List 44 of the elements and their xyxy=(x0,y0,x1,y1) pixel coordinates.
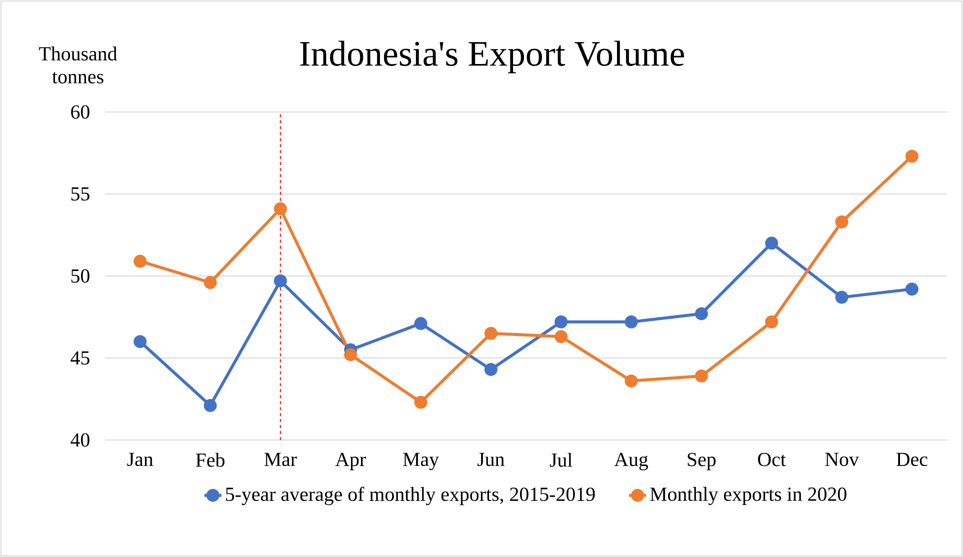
x-tick-label: Dec xyxy=(896,452,928,466)
point xyxy=(554,315,568,328)
point xyxy=(414,317,428,330)
x-tick-label: Mar xyxy=(264,452,297,466)
x-tick-label: Feb xyxy=(196,452,224,467)
point xyxy=(835,215,848,228)
point xyxy=(344,348,358,362)
legend-label: 5-year average of monthly exports, 2015-2019 xyxy=(226,486,595,506)
x-tick-label: Apr xyxy=(335,452,366,470)
point xyxy=(274,202,287,216)
point xyxy=(765,315,778,328)
point xyxy=(134,335,147,348)
point xyxy=(905,150,918,163)
point xyxy=(624,315,638,328)
point xyxy=(414,396,428,409)
x-tick-label: Oct xyxy=(758,452,786,466)
legend-label: Monthly exports in 2020 xyxy=(650,486,846,506)
y-tick-label: 60 xyxy=(71,105,90,119)
x-tick-label: Jun xyxy=(478,452,504,466)
point xyxy=(624,374,638,388)
x-tick-label: Nov xyxy=(825,452,859,466)
point xyxy=(694,307,708,320)
y-tick-label: 55 xyxy=(71,187,90,201)
point xyxy=(765,236,778,250)
y-tick-label: 40 xyxy=(70,433,90,447)
point xyxy=(484,362,498,376)
x-tick-label: Aug xyxy=(614,452,648,470)
point xyxy=(134,254,147,268)
y-tick-label: 50 xyxy=(71,269,90,283)
x-tick-label: Jan xyxy=(127,452,154,466)
point xyxy=(835,290,848,304)
x-tick-label: Jul xyxy=(550,452,572,467)
point xyxy=(554,330,568,344)
text: Thousand tonnes xyxy=(39,46,118,84)
point xyxy=(484,326,498,340)
point xyxy=(204,276,217,290)
chart-title: Indonesia's Export Volume xyxy=(300,40,684,74)
point xyxy=(204,399,217,412)
y-tick-label: 45 xyxy=(70,351,90,365)
point xyxy=(905,282,918,296)
x-tick-label: Sep xyxy=(688,452,716,470)
point xyxy=(274,274,287,288)
point xyxy=(694,370,708,383)
x-tick-label: May xyxy=(403,452,439,470)
